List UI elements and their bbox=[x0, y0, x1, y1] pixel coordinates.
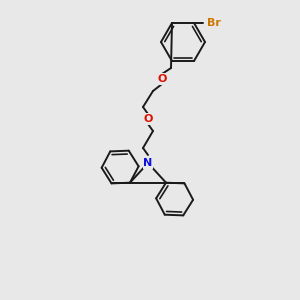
Text: O: O bbox=[157, 74, 167, 84]
Text: O: O bbox=[143, 114, 153, 124]
Text: N: N bbox=[143, 158, 153, 168]
Text: Br: Br bbox=[207, 18, 221, 28]
